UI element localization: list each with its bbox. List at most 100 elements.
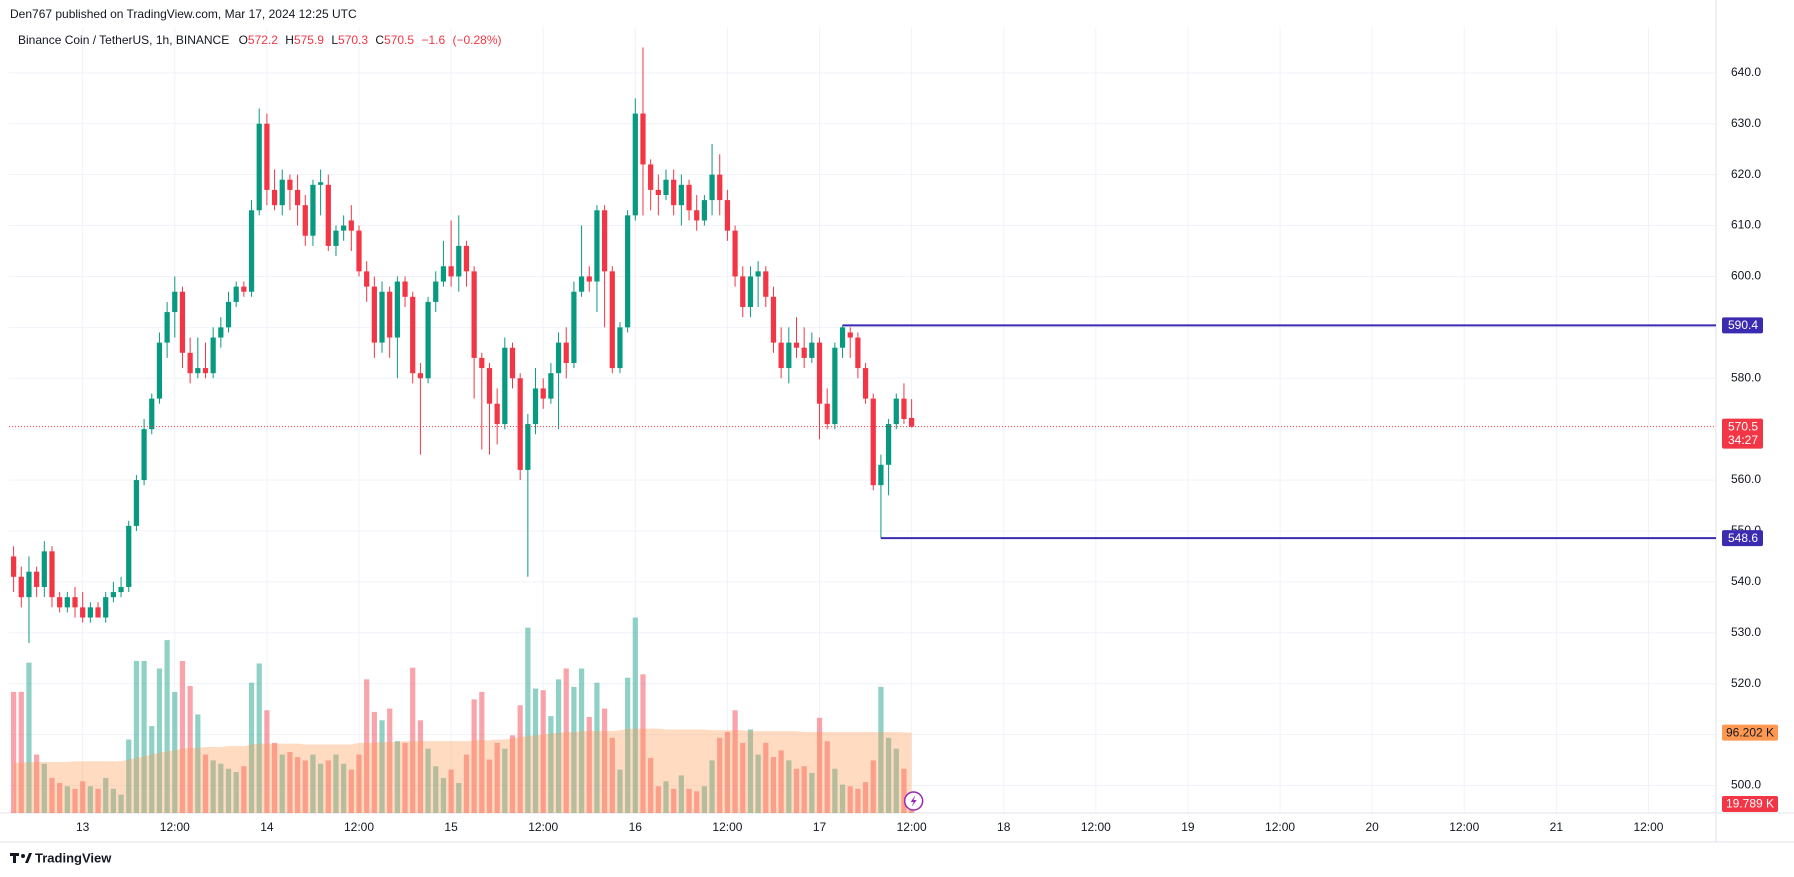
candle-body [678,184,684,206]
candle-body [763,271,769,297]
candle-body [103,597,109,618]
price-pane [10,47,915,643]
candle-body [271,189,278,206]
candle-body [502,347,508,425]
candle-body [95,607,101,618]
candle-body [885,424,892,465]
volume-bar [793,768,800,813]
candle-body [648,164,654,190]
x-tick-label: 16 [629,820,643,834]
volume-bar [778,750,784,813]
candle-body [118,586,124,593]
level-label-box [1722,317,1763,334]
candle-body [49,551,55,598]
candle-body [256,123,262,211]
candle-body [325,184,331,246]
candle-body [72,597,78,608]
candle-body [333,230,339,246]
volume-bar [555,679,562,813]
candle-body [218,327,224,338]
volume-bar [325,760,331,813]
volume-bar [310,754,316,813]
volume-bar [64,786,70,813]
y-tick-label: 560.0 [1731,472,1761,486]
candle-body [341,225,347,231]
volume-bar [509,735,516,813]
candle-body [448,266,454,277]
volume-bar [747,729,754,813]
volume-bar [655,786,661,813]
volume-bar [548,716,554,813]
candle-body [793,342,800,348]
candle-body [909,417,915,427]
volume-bar [133,660,140,813]
volume-bar [364,679,370,813]
candle-body [172,291,178,313]
candle-body [655,189,661,195]
candle-body [179,291,186,353]
volume-bar [202,754,209,813]
change: −1.6 [421,33,445,47]
volume-bar [578,668,585,813]
volume-bar [318,763,324,813]
candle-body [18,576,24,598]
x-tick-label: 12:00 [1265,820,1295,834]
candle-body [517,378,523,470]
volume-bar [832,768,838,813]
candle-body [164,312,170,343]
volume-bar [571,686,577,813]
y-tick-label: 580.0 [1731,370,1761,384]
x-tick-label: 12:00 [344,820,374,834]
candle-body [64,597,70,608]
volume-bar [671,788,677,813]
x-tick-label: 19 [1181,820,1195,834]
candle-body [809,342,815,358]
x-tick-label: 18 [997,820,1011,834]
publisher: Den767 published on TradingView.com, Mar… [10,7,357,21]
volume-bar [786,760,792,813]
volume-bar [241,766,247,813]
volume-bar [433,766,439,813]
volume-bar [164,640,170,813]
volume-bar [41,763,47,813]
candle-body [586,276,592,282]
volume-bar [195,714,201,813]
candle-body [156,342,163,399]
candle-body [294,189,301,206]
volume-bar [149,726,155,813]
volume-label-box [1722,796,1778,812]
volume-bar [701,786,707,813]
volume-bar [402,742,408,813]
candle-body [486,368,493,404]
candle-body [10,556,17,577]
y-tick-label: 530.0 [1731,625,1761,639]
x-tick-label: 12:00 [1449,820,1479,834]
volume-bar [594,682,600,813]
candle-body [509,347,516,379]
y-tick-label: 630.0 [1731,116,1761,130]
candle-body [755,271,761,277]
volume-bar [839,784,846,813]
volume-bar [287,752,293,813]
volume-bar [233,772,239,813]
x-tick-label: 14 [260,820,274,834]
candle-body [832,347,838,425]
candle-body [126,525,132,587]
volume-bar [709,760,715,813]
candle-body [463,245,470,272]
x-tick-label: 12:00 [712,820,742,834]
volume-bar [417,720,424,813]
volume-bar [901,768,907,813]
overlay: 13 12:00 14 12:00 15 12:00 16 12:00 17 12:00 18 12:… [9,65,1778,834]
candle-body [233,286,239,302]
y-tick-label: 610.0 [1731,218,1761,232]
volume-bar [763,742,769,813]
candle-body [348,220,354,231]
candle-body [80,607,86,618]
candle-body [571,291,577,363]
volume-bar [617,769,623,813]
x-tick-label: 12:00 [160,820,190,834]
candle-body [778,342,784,369]
volume-bar [248,682,255,813]
